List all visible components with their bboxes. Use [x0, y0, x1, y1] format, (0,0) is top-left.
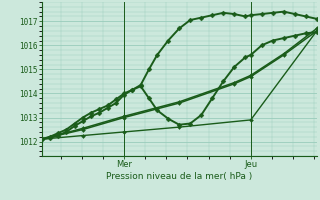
X-axis label: Pression niveau de la mer( hPa ): Pression niveau de la mer( hPa ) — [106, 172, 252, 181]
